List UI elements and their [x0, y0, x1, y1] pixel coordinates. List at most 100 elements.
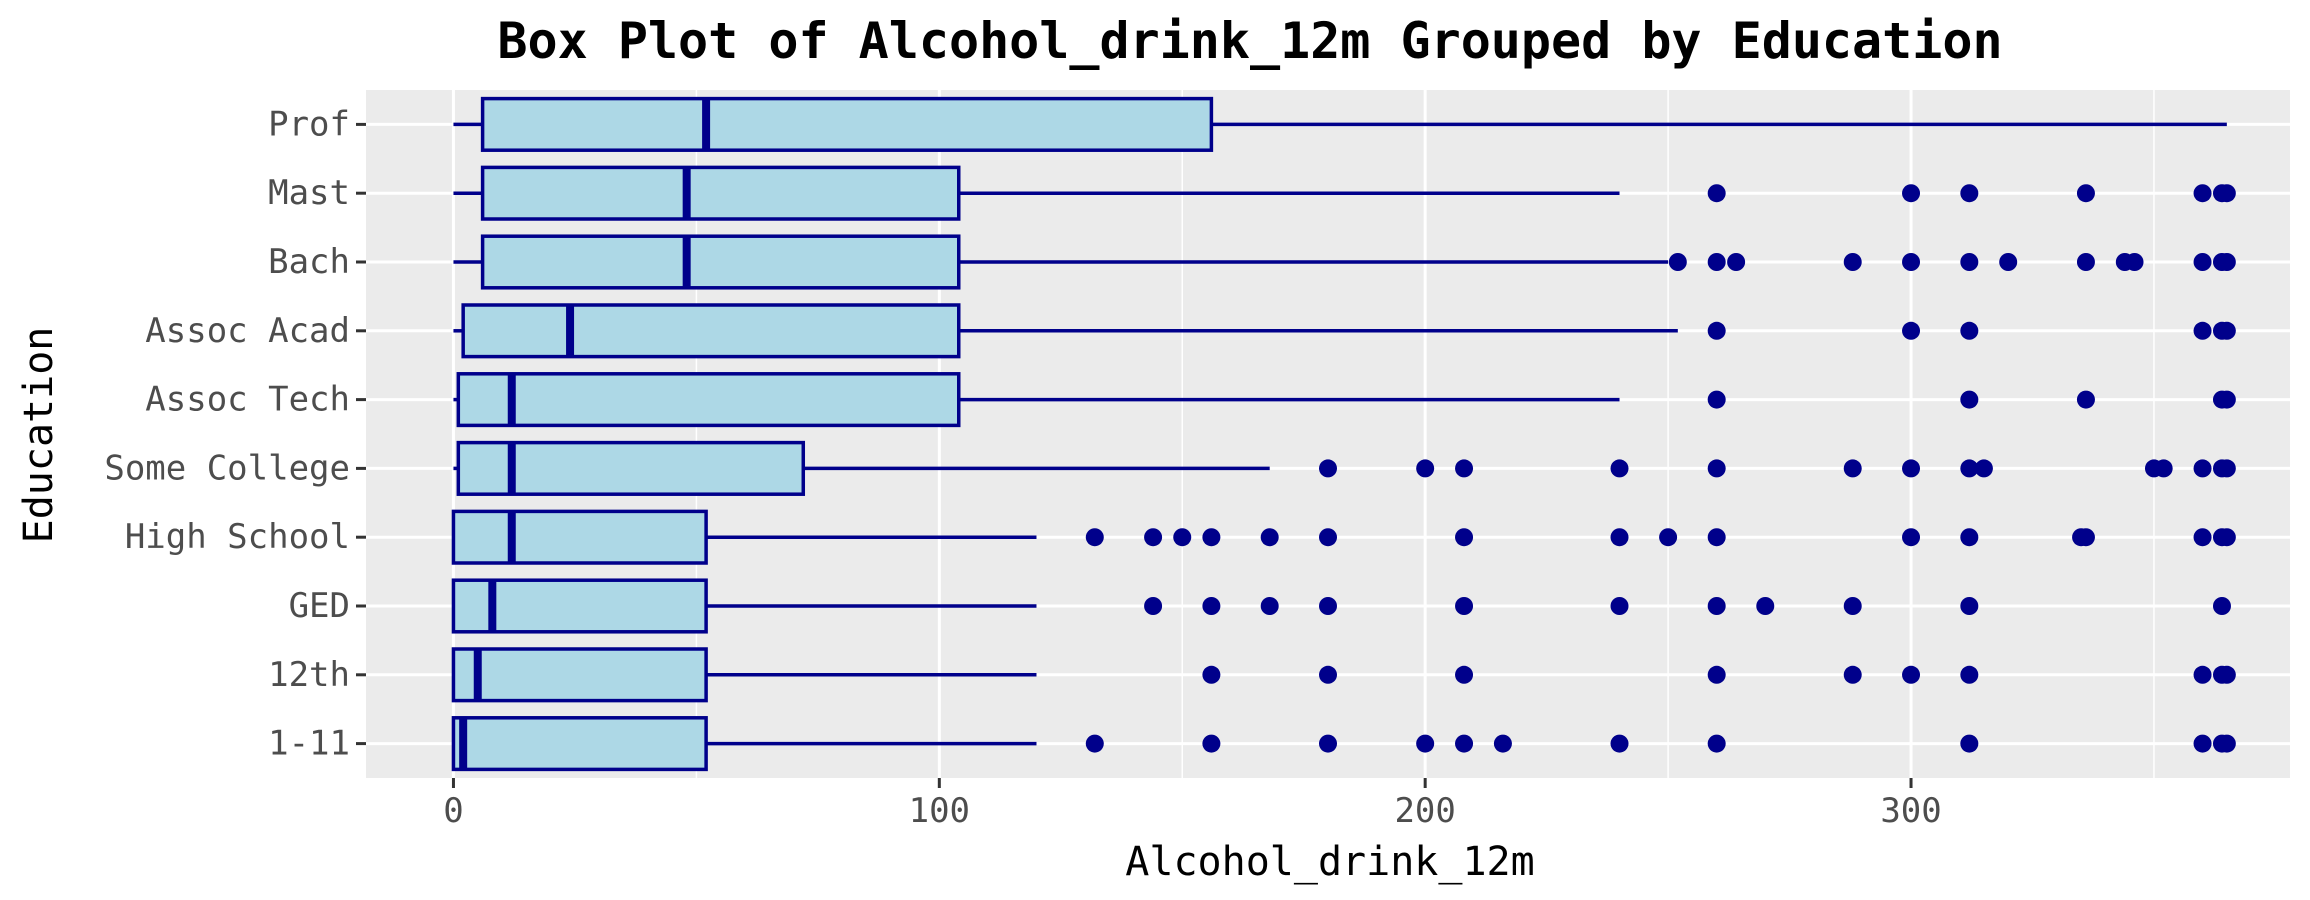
outlier-point	[1416, 734, 1435, 753]
outlier-point	[2217, 459, 2236, 478]
outlier-point	[1707, 184, 1726, 203]
box-body	[451, 716, 708, 772]
y-tick-label: Bach	[268, 242, 350, 282]
outlier-point	[2193, 321, 2212, 340]
box-series	[451, 96, 2236, 772]
outlier-point	[2217, 390, 2236, 409]
box-some-college	[453, 440, 2236, 496]
box-assoc-tech	[453, 372, 2236, 428]
outlier-point	[1756, 597, 1775, 615]
box-body	[461, 303, 961, 359]
outlier-point	[2217, 184, 2236, 203]
y-tick-label: Mast	[268, 173, 350, 213]
outlier-point	[1144, 528, 1163, 547]
outlier-point	[1319, 528, 1337, 547]
y-tick-label: Prof	[268, 104, 350, 144]
y-tick-label: Assoc Acad	[145, 311, 350, 351]
outlier-point	[1455, 459, 1474, 478]
box-body	[480, 234, 961, 290]
outlier-point	[1960, 734, 1979, 753]
outlier-point	[2193, 184, 2212, 203]
y-axis-title: Education	[16, 327, 62, 544]
outlier-point	[2076, 253, 2095, 271]
y-tick-label: High School	[125, 517, 350, 557]
outlier-point	[1659, 528, 1678, 547]
outlier-point	[1960, 459, 1979, 478]
x-tick-label: 300	[1880, 791, 1941, 831]
outlier-point	[1319, 734, 1337, 753]
box-prof	[453, 96, 2227, 152]
box-1-11	[451, 716, 2236, 772]
outlier-point	[1902, 528, 1921, 547]
box-body	[451, 647, 708, 703]
box-body	[451, 509, 708, 565]
outlier-point	[2076, 184, 2095, 203]
y-tick-label: 12th	[268, 655, 350, 695]
outlier-point	[1319, 665, 1337, 684]
outlier-point	[1173, 528, 1192, 547]
y-tick-label: Some College	[104, 448, 350, 488]
outlier-point	[1902, 184, 1921, 203]
box-body	[480, 96, 1214, 152]
outlier-point	[1843, 665, 1862, 684]
outlier-point	[1319, 597, 1337, 615]
outlier-point	[2193, 528, 2212, 547]
outlier-point	[1727, 253, 1746, 271]
outlier-point	[1843, 459, 1862, 478]
outlier-point	[1610, 459, 1629, 478]
outlier-point	[1707, 253, 1726, 271]
outlier-point	[2154, 459, 2173, 478]
y-axis: 1-11 12th GED High School Some College Assoc …	[104, 104, 366, 764]
outlier-point	[1455, 597, 1474, 615]
outlier-point	[1610, 528, 1629, 547]
outlier-point	[1960, 390, 1979, 409]
y-tick-label: Assoc Tech	[145, 380, 350, 420]
x-tick-label: 100	[909, 791, 970, 831]
outlier-point	[1707, 528, 1726, 547]
outlier-point	[1960, 321, 1979, 340]
outlier-point	[1455, 665, 1474, 684]
box-high-school	[451, 509, 2236, 565]
box-body	[456, 440, 806, 496]
outlier-point	[1610, 597, 1629, 615]
outlier-point	[1707, 390, 1726, 409]
outlier-point	[2076, 528, 2095, 547]
outlier-point	[1319, 459, 1337, 478]
outlier-point	[2217, 528, 2236, 547]
x-tick-label: 200	[1394, 791, 1455, 831]
outlier-point	[1902, 253, 1921, 271]
box-ged	[451, 578, 2231, 634]
outlier-point	[2217, 321, 2236, 340]
outlier-point	[2193, 665, 2212, 684]
outlier-point	[1902, 321, 1921, 340]
outlier-point	[1999, 253, 2018, 271]
outlier-point	[1202, 597, 1221, 615]
outlier-point	[2217, 734, 2236, 753]
box-bach	[453, 234, 2236, 290]
box-12th	[451, 647, 2236, 703]
outlier-point	[1902, 459, 1921, 478]
box-assoc-acad	[453, 303, 2236, 359]
outlier-point	[1902, 665, 1921, 684]
outlier-point	[1974, 459, 1993, 478]
outlier-point	[1960, 665, 1979, 684]
outlier-point	[1707, 597, 1726, 615]
outlier-point	[1707, 321, 1726, 340]
outlier-point	[1260, 528, 1279, 547]
outlier-point	[1707, 665, 1726, 684]
outlier-point	[1960, 253, 1979, 271]
x-tick-label: 0	[443, 791, 463, 831]
outlier-point	[1960, 597, 1979, 615]
outlier-point	[1455, 528, 1474, 547]
outlier-point	[1260, 597, 1279, 615]
outlier-point	[1707, 459, 1726, 478]
outlier-point	[1493, 734, 1512, 753]
x-axis-title: Alcohol_drink_12m	[1125, 839, 1534, 885]
outlier-point	[2125, 253, 2144, 271]
outlier-point	[1707, 734, 1726, 753]
outlier-point	[1144, 597, 1163, 615]
y-tick-label: GED	[289, 586, 350, 626]
outlier-point	[1416, 459, 1435, 478]
outlier-point	[1085, 734, 1104, 753]
